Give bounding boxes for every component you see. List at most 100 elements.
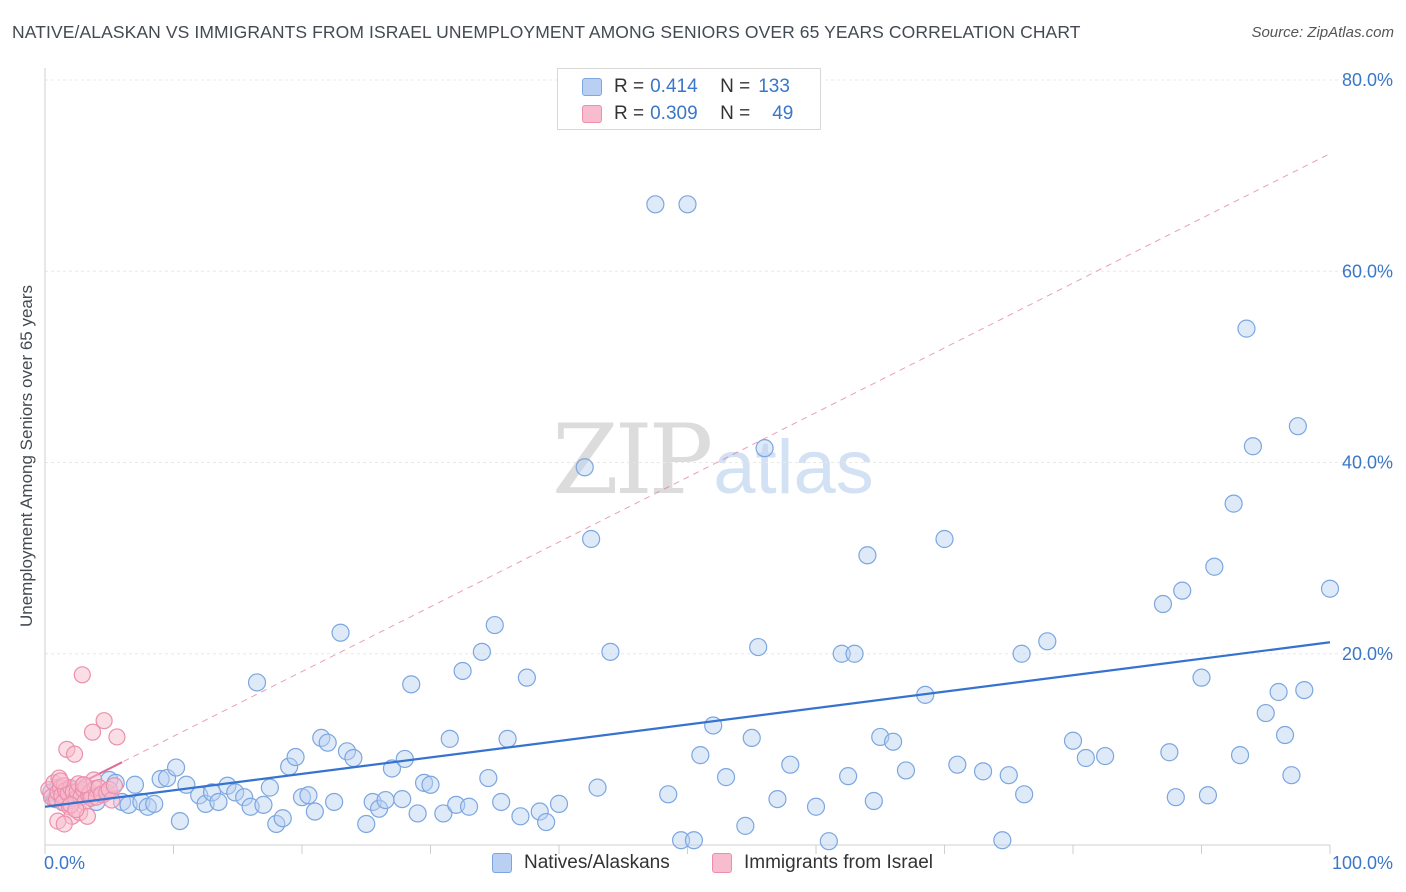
chart-title: NATIVE/ALASKAN VS IMMIGRANTS FROM ISRAEL… — [12, 22, 1081, 42]
stats-legend-row-israel: R = 0.309 N = 49 — [582, 103, 793, 125]
legend-item-israel[interactable]: Immigrants from Israel — [712, 852, 933, 874]
israel-point — [65, 745, 84, 763]
natives-point — [1015, 785, 1034, 804]
natives-point — [414, 773, 434, 792]
natives-point — [151, 769, 170, 789]
israel-point — [105, 777, 123, 795]
natives-point — [659, 785, 678, 804]
natives-point — [1275, 725, 1295, 745]
natives-point — [1166, 788, 1185, 807]
x-tick-label: 0.0% — [44, 853, 85, 873]
natives-point — [402, 675, 421, 694]
natives-point — [260, 778, 279, 797]
natives-point — [1205, 557, 1224, 576]
natives-point — [755, 439, 774, 458]
natives-point — [235, 788, 254, 807]
natives-point — [1224, 494, 1243, 513]
natives-point — [157, 768, 177, 788]
natives-point — [1160, 743, 1179, 762]
natives-point — [421, 775, 440, 794]
natives-point — [325, 792, 344, 812]
natives-point — [691, 746, 710, 765]
legend-item-natives[interactable]: Natives/Alaskans — [492, 852, 670, 874]
natives-point — [993, 831, 1012, 850]
israel-point — [103, 791, 121, 809]
legend-swatch-natives — [492, 853, 512, 873]
natives-point — [1076, 748, 1095, 768]
natives-point — [716, 768, 736, 787]
y-tick-label: 20.0% — [1342, 644, 1393, 664]
natives-point — [1256, 703, 1275, 723]
natives-point — [1230, 746, 1250, 765]
natives-point — [511, 807, 530, 826]
natives-point — [973, 762, 993, 781]
natives-point — [440, 729, 459, 748]
israel-point — [95, 712, 113, 730]
natives-point — [582, 529, 601, 549]
natives-point — [999, 766, 1018, 785]
natives-point — [292, 788, 312, 807]
natives-point — [273, 809, 292, 828]
natives-point — [357, 814, 376, 834]
israel-points — [40, 666, 126, 833]
natives-point — [1282, 766, 1301, 785]
natives-point — [393, 789, 412, 809]
y-tick-label: 60.0% — [1342, 261, 1393, 281]
natives-point — [819, 832, 838, 851]
r-value-natives: 0.414 — [650, 76, 698, 97]
natives-point — [530, 802, 549, 821]
natives-point — [1096, 746, 1115, 766]
natives-point — [736, 816, 755, 835]
x-tick-label: 100.0% — [1332, 853, 1393, 873]
natives-point — [254, 795, 273, 814]
legend-label-israel: Immigrants from Israel — [744, 852, 933, 873]
r-value-israel: 0.309 — [650, 103, 698, 124]
n-value-israel: 49 — [772, 103, 794, 124]
natives-point — [344, 748, 363, 768]
grid-lines — [45, 79, 1392, 655]
natives-point — [1192, 668, 1211, 687]
natives-point — [588, 778, 607, 797]
natives-point — [839, 767, 858, 786]
natives-point — [858, 546, 877, 565]
natives-point — [318, 733, 337, 752]
natives-point — [864, 791, 883, 811]
n-value-natives: 133 — [758, 76, 790, 97]
israel-point — [73, 666, 91, 684]
natives-point — [671, 831, 691, 850]
natives-point — [832, 644, 851, 663]
natives-point — [575, 458, 594, 477]
israel-point — [51, 772, 70, 790]
natives-point — [408, 804, 427, 823]
y-tick-label: 80.0% — [1342, 70, 1393, 90]
natives-point — [247, 673, 267, 692]
natives-point — [453, 661, 472, 681]
natives-point — [1237, 319, 1256, 338]
natives-point — [305, 802, 324, 821]
natives-point — [459, 797, 479, 816]
natives-point — [883, 732, 903, 751]
natives-point — [684, 831, 704, 850]
y-tick-label: 40.0% — [1342, 453, 1393, 473]
natives-point — [781, 755, 800, 774]
legend-label-natives: Natives/Alaskans — [524, 852, 670, 873]
natives-point — [166, 758, 186, 777]
natives-trend-group — [44, 641, 1331, 808]
israel-trend-group — [44, 153, 1331, 802]
israel-point — [108, 728, 126, 746]
natives-point — [1288, 417, 1307, 436]
israel-trend-line-dashed — [44, 153, 1331, 802]
r-label: R = — [614, 76, 645, 97]
israel-point — [74, 776, 93, 794]
natives-point — [1153, 594, 1173, 614]
r-label: R = — [614, 103, 645, 124]
natives-point — [768, 789, 787, 809]
natives-point — [601, 642, 620, 661]
natives-point — [948, 755, 967, 774]
natives-point — [498, 729, 517, 748]
natives-point — [202, 783, 222, 802]
israel-point — [83, 723, 102, 741]
natives-point — [1198, 786, 1218, 805]
stats-legend-row-natives: R = 0.414 N = 133 — [582, 76, 790, 98]
